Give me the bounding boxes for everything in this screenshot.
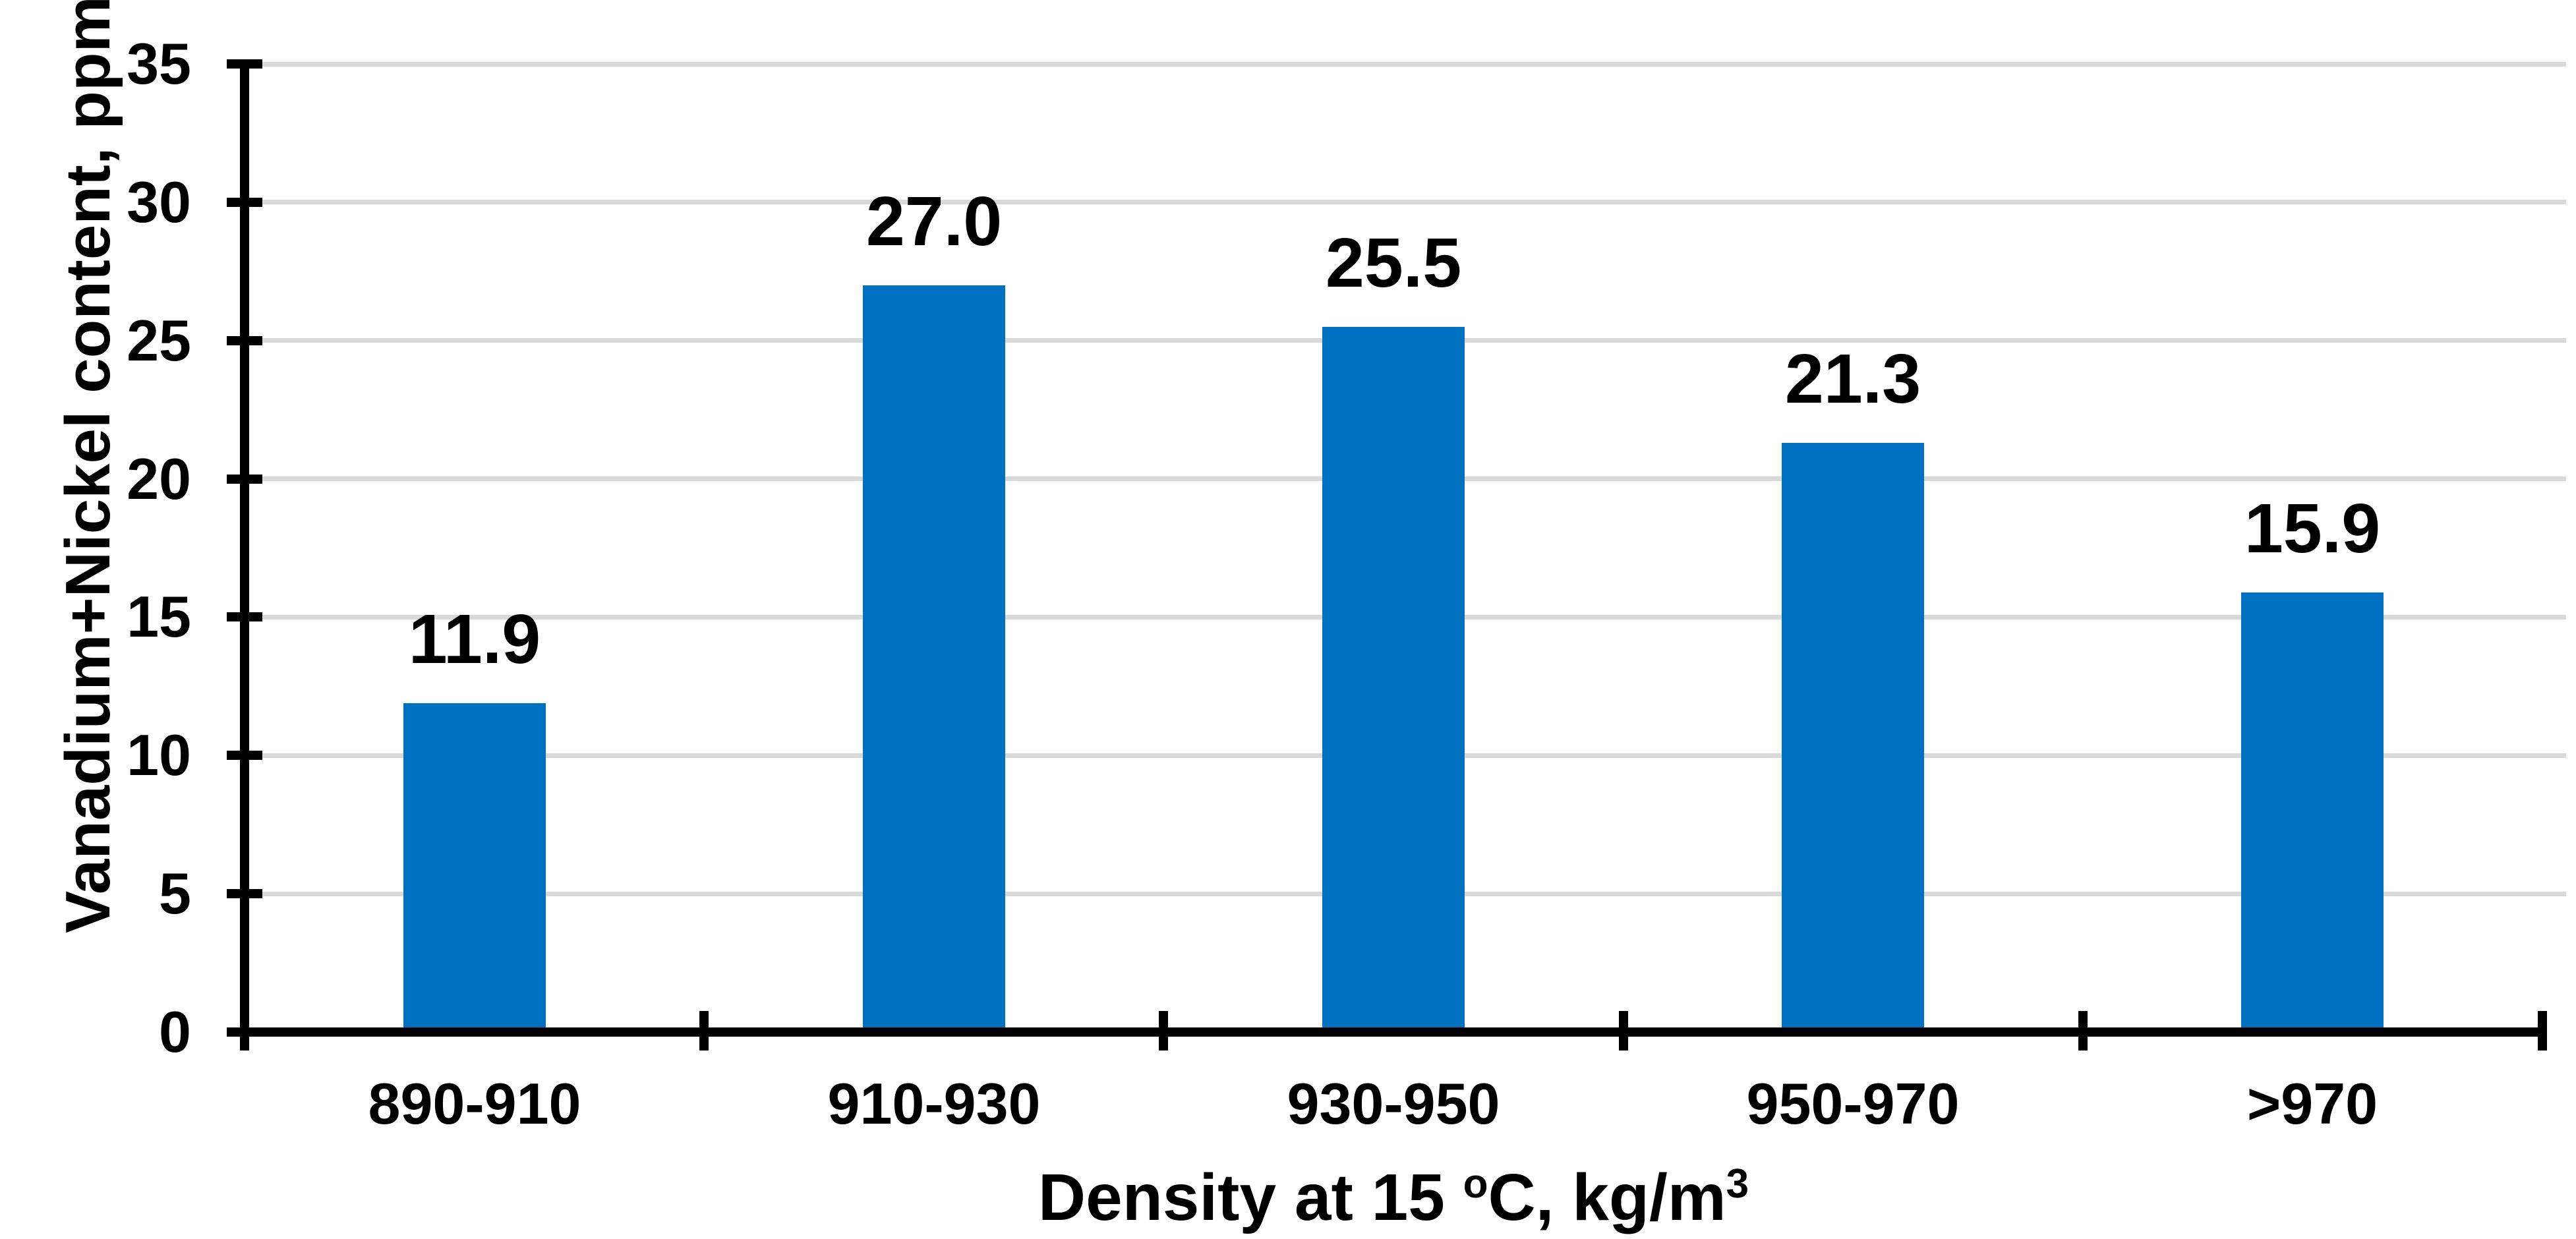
x-axis-tick xyxy=(2538,1011,2547,1051)
bar->970 xyxy=(2241,592,2384,1032)
bar-value-label: 27.0 xyxy=(865,183,1003,260)
y-tick-label: 20 xyxy=(127,446,191,511)
bar-value-label: 21.3 xyxy=(1784,340,1921,418)
y-tick-label: 0 xyxy=(159,999,191,1064)
gridline xyxy=(245,200,2566,204)
y-axis-tick xyxy=(227,59,262,69)
bar-value-label: 25.5 xyxy=(1325,224,1462,302)
x-axis-tick xyxy=(699,1011,709,1051)
y-axis-tick xyxy=(227,198,262,207)
x-axis-title-unit: C, kg/m xyxy=(1488,1161,1726,1234)
x-axis-line xyxy=(240,1027,2547,1037)
bar-value-label: 11.9 xyxy=(408,600,541,678)
x-category-label: >970 xyxy=(2246,1071,2378,1136)
bar-890-910 xyxy=(403,703,546,1032)
x-axis-tick xyxy=(1159,1011,1168,1051)
y-tick-label: 35 xyxy=(127,31,191,96)
y-tick-label: 15 xyxy=(127,584,191,649)
gridline xyxy=(245,62,2566,67)
bar-910-930 xyxy=(863,285,1005,1032)
degree-symbol: o xyxy=(1463,1161,1488,1207)
y-axis-tick xyxy=(227,475,262,484)
y-tick-label: 5 xyxy=(159,861,191,926)
y-axis-tick xyxy=(227,889,262,898)
x-category-label: 930-950 xyxy=(1287,1071,1500,1136)
x-category-label: 890-910 xyxy=(368,1071,581,1136)
cubic-exponent: 3 xyxy=(1726,1161,1749,1207)
y-axis-tick xyxy=(227,751,262,760)
bar-950-970 xyxy=(1782,443,1924,1032)
bar-value-label: 15.9 xyxy=(2244,490,2381,567)
y-tick-label: 10 xyxy=(127,722,191,788)
x-axis-tick xyxy=(2078,1011,2088,1051)
x-axis-title-text: Density at 15 xyxy=(1038,1161,1463,1234)
y-axis-tick xyxy=(227,612,262,621)
x-axis-title: Density at 15 oC, kg/m3 xyxy=(1038,1151,1749,1230)
y-axis-tick xyxy=(227,336,262,345)
y-tick-label: 25 xyxy=(127,308,191,373)
x-axis-tick xyxy=(1619,1011,1628,1051)
x-category-label: 950-970 xyxy=(1746,1071,1960,1136)
y-tick-label: 30 xyxy=(127,169,191,235)
x-axis-tick xyxy=(240,1011,249,1051)
y-axis-line xyxy=(240,59,249,1037)
bar-930-950 xyxy=(1322,327,1465,1032)
x-category-label: 910-930 xyxy=(827,1071,1041,1136)
